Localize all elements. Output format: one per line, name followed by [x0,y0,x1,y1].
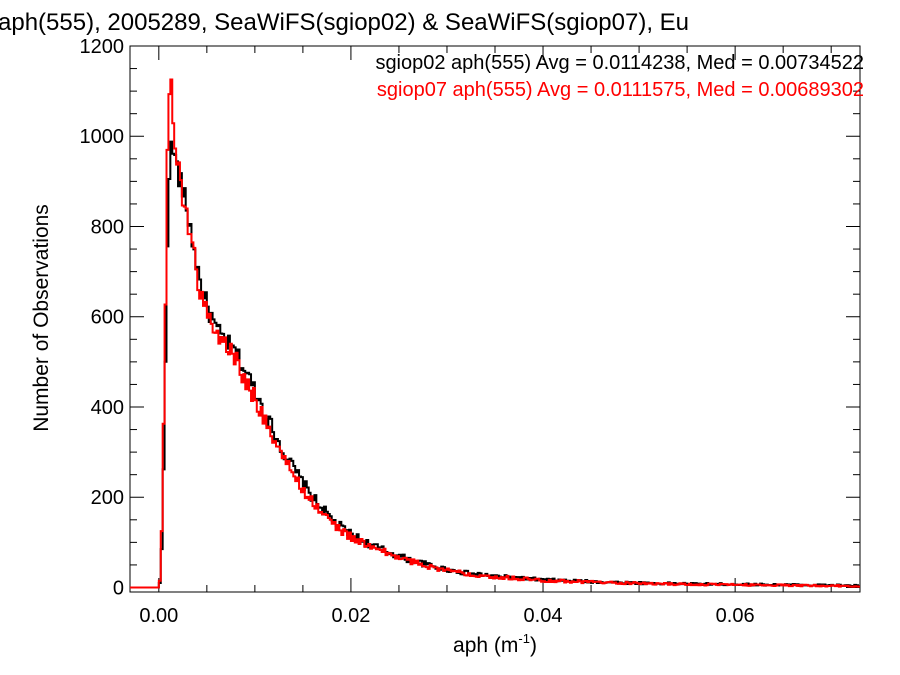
x-tick-label: 0.02 [331,605,370,627]
y-tick-label: 200 [91,487,124,509]
series-layer [130,78,860,589]
series-line-sgiop07 [130,78,860,589]
annotation-sgiop02: sgiop02 aph(555) Avg = 0.0114238, Med = … [375,52,864,74]
annotation-sgiop07: sgiop07 aph(555) Avg = 0.0111575, Med = … [377,79,864,101]
x-axis-label-sup: -1 [518,631,530,646]
y-tick-label: 800 [91,216,124,238]
x-axis-label-base: aph (m [453,634,518,657]
x-axis-label-end: ) [530,634,537,657]
y-tick-label: 400 [91,397,124,419]
x-tick-label: 0.06 [716,605,755,627]
y-axis-ticks: 0 200 400 600 800 1000 1200 [80,36,860,599]
y-axis-label: Number of Observations [30,204,53,432]
y-tick-label: 1200 [80,36,125,58]
chart-title: aph(555), 2005289, SeaWiFS(sgiop02) & Se… [0,9,689,36]
y-tick-label: 0 [113,577,124,599]
plot-frame [129,45,861,593]
y-tick-label: 1000 [80,126,125,148]
x-axis-ticks: 0.00 0.02 0.04 0.06 [139,46,832,627]
x-axis-label: aph (m-1) [453,631,537,657]
y-tick-label: 600 [91,307,124,329]
x-tick-label: 0.00 [139,605,178,627]
x-tick-label: 0.04 [524,605,563,627]
